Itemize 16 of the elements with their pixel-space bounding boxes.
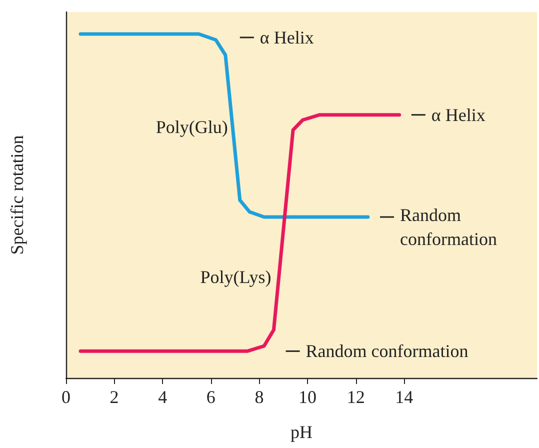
series-label: Poly(Glu) (156, 116, 228, 137)
x-tick-label: 2 (110, 387, 119, 407)
x-tick-label: 6 (206, 387, 216, 407)
x-tick-label: 10 (298, 387, 317, 407)
x-tick-label: 0 (62, 387, 70, 407)
x-tick-label: 14 (395, 387, 414, 407)
x-tick-label: 4 (158, 387, 168, 407)
annotation: Random conformation (400, 205, 497, 250)
annotation: α Helix (260, 27, 314, 48)
x-tick-label: 12 (346, 387, 365, 407)
annotation: Random conformation (306, 341, 468, 362)
x-axis-title: pH (290, 422, 312, 442)
series-label: Poly(Lys) (200, 266, 272, 287)
y-axis-title: Specific rotation (7, 135, 27, 255)
x-tick-label: 8 (254, 387, 264, 407)
annotation: α Helix (431, 104, 486, 125)
